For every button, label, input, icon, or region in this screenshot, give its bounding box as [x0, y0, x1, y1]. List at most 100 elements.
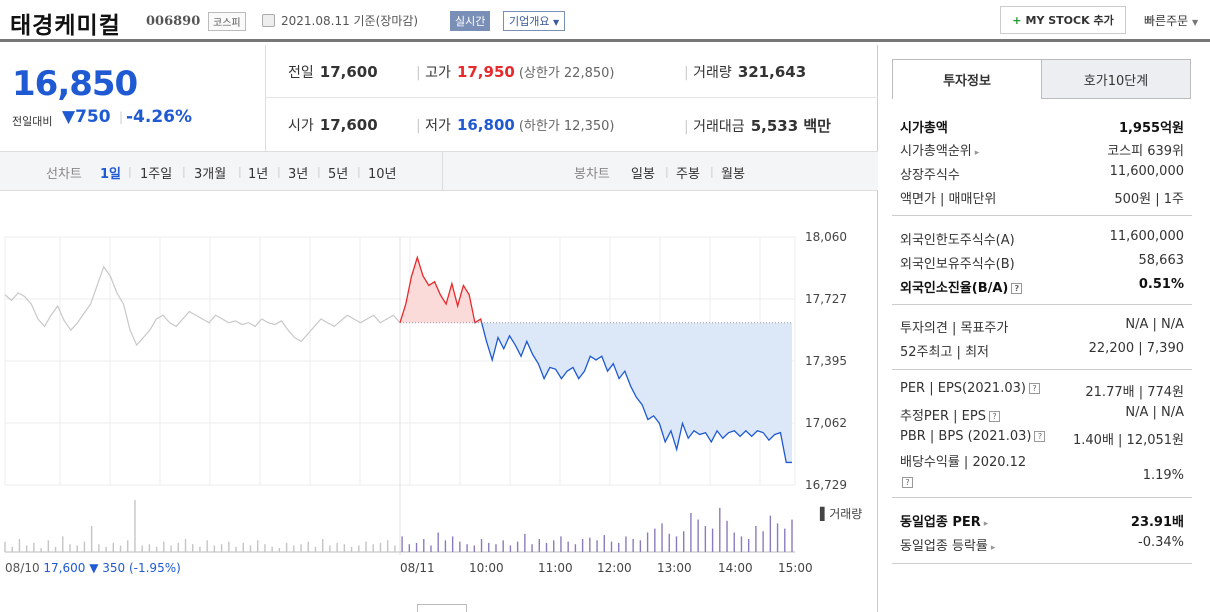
info-row-foreign-hold: 외국인보유주식수(B) 58,663: [900, 253, 1184, 272]
chevron-right-icon: ▸: [990, 543, 996, 553]
company-info-dropdown[interactable]: 기업개요 ▼: [503, 11, 566, 31]
plus-icon: +: [1012, 13, 1022, 27]
period-1d[interactable]: 1일: [100, 167, 122, 182]
info-row-shares: 상장주식수 11,600,000: [900, 164, 1184, 183]
period-weekly[interactable]: 주봉: [676, 167, 700, 182]
info-key: 배당수익률 | 2020.12: [900, 455, 1027, 470]
stat-label: 고가: [425, 65, 451, 81]
calendar-icon: [262, 14, 275, 27]
info-key: PER | EPS(2021.03): [900, 381, 1026, 396]
price-chart[interactable]: 18,060 17,727 17,395 17,062 16,729 ▌거래량 08/11 1…: [0, 200, 870, 600]
info-key: 시가총액: [900, 121, 948, 136]
info-value: 코스피 639위: [1107, 144, 1184, 159]
chevron-right-icon: ▸: [974, 148, 980, 158]
stat-label: 거래대금: [693, 119, 745, 135]
help-icon[interactable]: ?: [1028, 383, 1040, 394]
help-icon[interactable]: ?: [1011, 283, 1023, 294]
stat-high: | 고가 17,950 (상한가 22,850): [416, 63, 615, 81]
divider: [892, 369, 1192, 370]
realtime-badge[interactable]: 실시간: [450, 11, 491, 31]
divider: [892, 304, 1192, 305]
stat-open: 시가 17,600: [288, 115, 378, 135]
divider: |: [119, 110, 124, 124]
info-key: 추정PER | EPS: [900, 409, 986, 424]
info-value: 1.19%: [1142, 468, 1184, 483]
help-icon[interactable]: ?: [988, 411, 1000, 422]
period-daily[interactable]: 일봉: [631, 167, 655, 182]
period-5y[interactable]: 5년: [328, 167, 349, 182]
divider: [892, 563, 1192, 564]
help-icon[interactable]: ?: [902, 477, 913, 488]
chart-expand-handle[interactable]: [417, 604, 467, 612]
stat-label: 저가: [425, 118, 451, 134]
prev-day-change: 17,600 ▼ 350 (-1.95%): [43, 561, 180, 575]
period-3m[interactable]: 3개월: [194, 167, 227, 182]
x-tick-label: 14:00: [718, 561, 753, 575]
info-row-mcap-rank[interactable]: 시가총액순위 ▸ 코스피 639위: [900, 140, 1184, 159]
change-amount: 750: [75, 107, 111, 127]
stats-panel: [266, 45, 878, 152]
info-row-sector-change[interactable]: 동일업종 등락률 ▸ -0.34%: [900, 535, 1184, 554]
info-row-pbr: PBR | BPS (2021.03)? 1.40배 | 12,051원: [900, 429, 1184, 448]
mystock-add-button[interactable]: + MY STOCK 추가: [1000, 6, 1126, 34]
info-value: 23.91배: [1130, 515, 1184, 530]
stats-divider: [266, 97, 878, 98]
date-text: 2021.08.11 기준(장마감): [281, 14, 419, 28]
change-value: ▼750: [62, 107, 111, 127]
stat-low: | 저가 16,800 (하한가 12,350): [416, 116, 615, 134]
help-icon[interactable]: ?: [1034, 431, 1046, 442]
period-10y[interactable]: 10년: [368, 167, 397, 182]
info-value: -0.34%: [1138, 535, 1184, 550]
chevron-down-icon: ▼: [552, 18, 560, 27]
stat-amount: | 거래대금 5,533 백만: [684, 117, 831, 135]
x-tick-label: 13:00: [657, 561, 692, 575]
quick-order-button[interactable]: 빠른주문 ▼: [1144, 12, 1198, 29]
tab-invest-info[interactable]: 투자정보: [892, 59, 1042, 99]
prev-day-line: [4, 265, 401, 347]
prev-day-summary: 08/10 17,600 ▼ 350 (-1.95%): [5, 561, 181, 575]
stat-prev: 전일 17,600: [288, 62, 378, 82]
x-tick-label: 08/11: [400, 561, 435, 575]
info-value: N/A | N/A: [1125, 405, 1184, 420]
info-key: 상장주식수: [900, 168, 960, 183]
tab-hoga-10[interactable]: 호가10단계: [1041, 59, 1191, 99]
info-row-dividend: 배당수익률 | 2020.12? 1.19%: [900, 453, 1184, 493]
period-1w[interactable]: 1주일: [140, 167, 173, 182]
divider: |: [665, 165, 669, 178]
stat-value: 16,800: [456, 116, 515, 134]
y-tick-label: 16,729: [805, 478, 847, 492]
period-monthly[interactable]: 월봉: [721, 167, 745, 182]
info-key: 액면가 | 매매단위: [900, 192, 997, 207]
divider: |: [317, 165, 321, 178]
change-percent: -4.26%: [126, 107, 193, 127]
stat-value: 17,600: [319, 63, 378, 81]
stat-value: 5,533 백만: [750, 117, 831, 135]
y-tick-label: 17,062: [805, 416, 847, 430]
x-tick-label: 11:00: [538, 561, 573, 575]
period-1y[interactable]: 1년: [248, 167, 269, 182]
info-key: 동일업종 등락률: [900, 539, 988, 554]
stat-sub: (상한가 22,850): [518, 66, 615, 81]
stat-value: 17,950: [456, 63, 515, 81]
left-pane: [0, 45, 878, 612]
chevron-down-icon: ▼: [1192, 18, 1199, 27]
y-tick-label: 17,395: [805, 354, 847, 368]
period-3y[interactable]: 3년: [288, 167, 309, 182]
info-row-sector-per[interactable]: 동일업종 PER ▸ 23.91배: [900, 511, 1184, 530]
stat-volume: | 거래량 321,643: [684, 63, 807, 81]
line-chart-label: 선차트: [46, 167, 82, 182]
info-value: 11,600,000: [1109, 164, 1184, 179]
stat-label: 거래량: [693, 65, 732, 81]
top-bar: [0, 0, 1210, 42]
x-tick-label: 12:00: [597, 561, 632, 575]
up-area: [400, 257, 792, 323]
info-row-par: 액면가 | 매매단위 500원 | 1주: [900, 188, 1184, 207]
stock-code: 006890: [146, 14, 201, 29]
divider: [892, 497, 1192, 498]
info-value: 58,663: [1138, 253, 1185, 268]
info-value: 500원 | 1주: [1114, 192, 1184, 207]
info-key: PBR | BPS (2021.03): [900, 429, 1032, 444]
divider: |: [277, 165, 281, 178]
stat-value: 321,643: [737, 63, 807, 81]
change-label: 전일대비: [12, 115, 53, 128]
